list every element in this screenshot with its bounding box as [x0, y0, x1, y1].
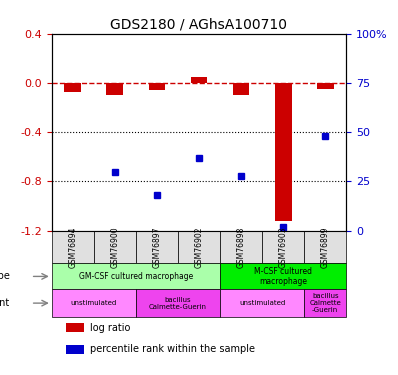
Text: GSM76899: GSM76899	[321, 226, 330, 268]
Text: log ratio: log ratio	[90, 322, 131, 333]
FancyBboxPatch shape	[136, 290, 220, 317]
FancyBboxPatch shape	[304, 290, 346, 317]
Text: cell type: cell type	[0, 272, 10, 281]
Text: GSM76894: GSM76894	[68, 226, 77, 268]
Text: unstimulated: unstimulated	[239, 300, 285, 306]
FancyBboxPatch shape	[136, 231, 178, 264]
Text: GSM76903: GSM76903	[279, 226, 288, 268]
FancyBboxPatch shape	[262, 231, 304, 264]
Bar	[233, 83, 250, 95]
Text: GSM76897: GSM76897	[152, 226, 162, 268]
Bar	[275, 83, 292, 221]
FancyBboxPatch shape	[304, 231, 346, 264]
FancyBboxPatch shape	[178, 231, 220, 264]
Bar	[64, 83, 81, 92]
Text: percentile rank within the sample: percentile rank within the sample	[90, 344, 255, 354]
FancyBboxPatch shape	[52, 231, 94, 264]
FancyBboxPatch shape	[220, 231, 262, 264]
Bar	[106, 83, 123, 95]
Bar	[148, 83, 165, 90]
FancyBboxPatch shape	[52, 290, 136, 317]
Text: bacillus
Calmette
-Guerin: bacillus Calmette -Guerin	[309, 293, 341, 313]
Bar	[191, 77, 207, 83]
Bar	[317, 83, 334, 89]
Text: M-CSF cultured
macrophage: M-CSF cultured macrophage	[254, 267, 312, 286]
FancyBboxPatch shape	[220, 290, 304, 317]
Bar	[66, 345, 84, 354]
Title: GDS2180 / AGhsA100710: GDS2180 / AGhsA100710	[111, 17, 287, 31]
Text: bacillus
Calmette-Guerin: bacillus Calmette-Guerin	[149, 297, 207, 310]
Text: GSM76898: GSM76898	[236, 226, 246, 268]
Text: GSM76902: GSM76902	[195, 226, 203, 268]
Text: GM-CSF cultured macrophage: GM-CSF cultured macrophage	[79, 272, 193, 281]
FancyBboxPatch shape	[94, 231, 136, 264]
FancyBboxPatch shape	[52, 264, 220, 290]
Text: agent: agent	[0, 298, 10, 308]
FancyBboxPatch shape	[220, 264, 346, 290]
Bar	[66, 323, 84, 332]
Text: unstimulated: unstimulated	[71, 300, 117, 306]
Text: GSM76900: GSM76900	[110, 226, 119, 268]
